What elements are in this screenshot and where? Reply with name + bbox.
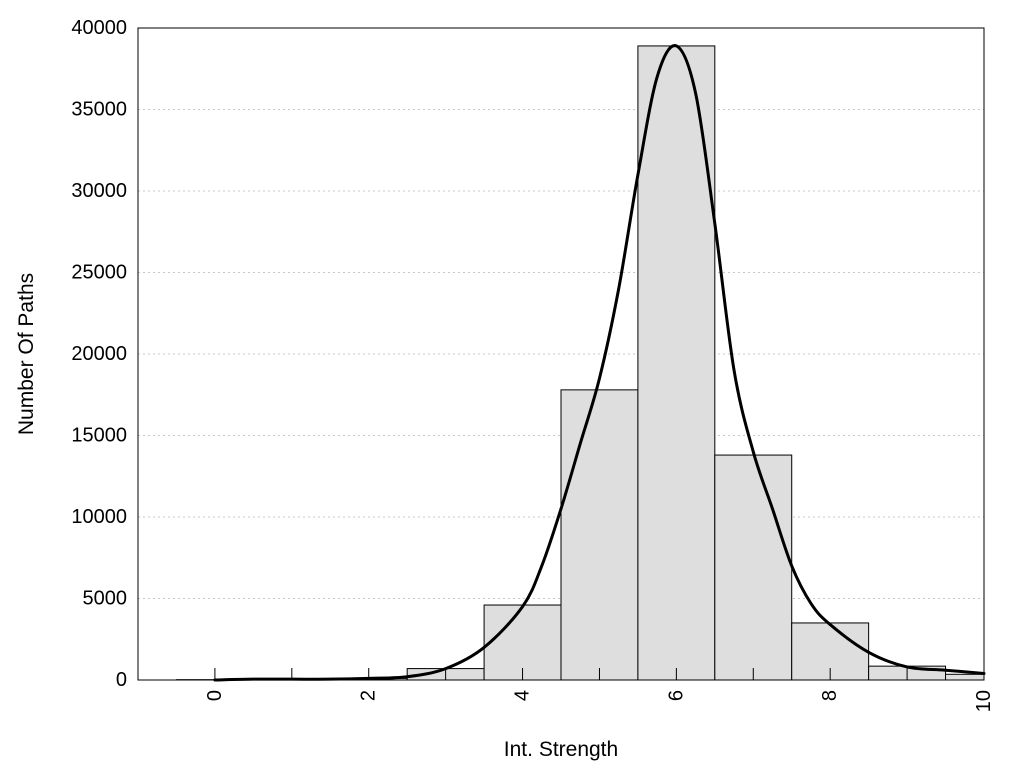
plot-frame <box>137 27 985 681</box>
grid-lines <box>138 109 984 599</box>
histogram-bar <box>483 604 562 681</box>
y-tick-label: 10000 <box>71 506 127 528</box>
y-axis-ticks: 0 5000 10000 15000 20000 25000 30000 35000 40000 <box>71 17 127 691</box>
x-tick-label: 10 <box>973 690 995 712</box>
y-tick-label: 30000 <box>71 180 127 202</box>
y-tick-label: 20000 <box>71 343 127 365</box>
fit-curve <box>213 44 986 682</box>
fit-curve-layer <box>213 44 986 682</box>
y-tick-label: 15000 <box>71 425 127 447</box>
histogram-bar <box>714 454 793 681</box>
y-tick-label: 25000 <box>71 262 127 284</box>
y-axis-title: Number Of Paths <box>15 273 38 435</box>
x-tick-label: 6 <box>665 690 687 701</box>
x-axis-title: Int. Strength <box>504 738 618 761</box>
histogram-bar <box>945 673 985 681</box>
x-axis-ticks: 0 2 4 6 8 10 <box>204 668 995 712</box>
x-tick-label: 4 <box>512 690 534 701</box>
histogram-bar <box>637 45 716 681</box>
x-tick-label: 2 <box>358 690 380 701</box>
x-tick-label: 8 <box>819 690 841 701</box>
y-tick-label: 0 <box>116 669 127 691</box>
histogram-bar <box>560 389 639 681</box>
x-tick-label: 0 <box>204 690 226 701</box>
y-tick-label: 35000 <box>71 99 127 121</box>
histogram-bars <box>175 45 985 681</box>
y-tick-label: 5000 <box>83 588 128 610</box>
y-tick-label: 40000 <box>71 17 127 39</box>
